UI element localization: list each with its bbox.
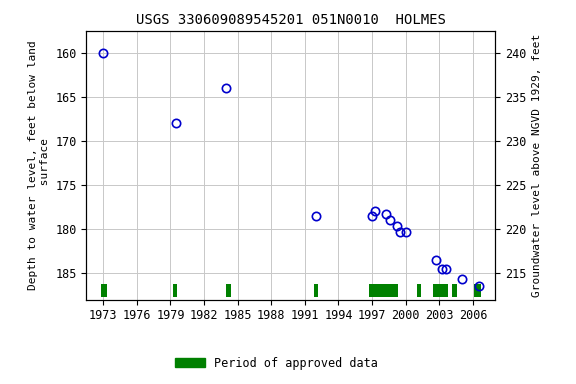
Y-axis label: Groundwater level above NGVD 1929, feet: Groundwater level above NGVD 1929, feet: [532, 33, 542, 297]
Y-axis label: Depth to water level, feet below land
 surface: Depth to water level, feet below land su…: [28, 40, 50, 290]
Title: USGS 330609089545201 051N0010  HOLMES: USGS 330609089545201 051N0010 HOLMES: [136, 13, 446, 27]
Legend: Period of approved data: Period of approved data: [170, 352, 382, 374]
